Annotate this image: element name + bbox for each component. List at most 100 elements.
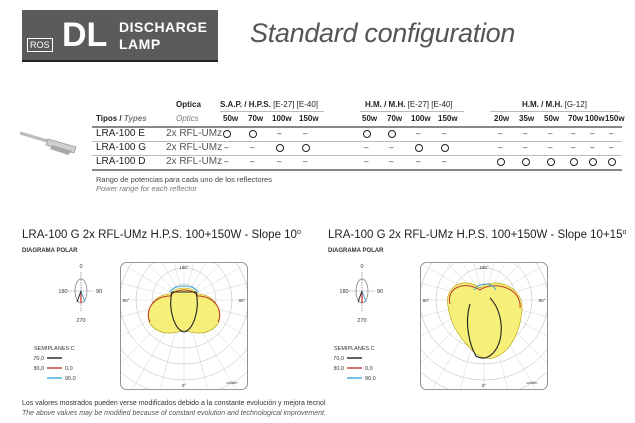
logo-line2: LAMP — [119, 36, 161, 52]
footnote-en: The above values may be modified because… — [22, 410, 326, 417]
row-type: LRA-100 D — [96, 156, 146, 167]
availability-mark: o — [302, 144, 310, 152]
polar-bottom-label: 0° — [482, 383, 487, 388]
polar-left-label: 90° — [423, 298, 430, 303]
group1-rule — [220, 111, 324, 112]
availability-mark: o — [363, 130, 371, 138]
unavailable-dash: – — [389, 143, 394, 152]
group2-rule — [360, 111, 464, 112]
group1-name: S.A.P. / H.P.S. — [220, 100, 271, 109]
row-type: LRA-100 E — [96, 128, 145, 139]
diagram1-title-text: LRA-100 G 2x RFL-UMz H.P.S. 100+150W - S… — [22, 229, 297, 241]
gauge-left-label: 180 — [339, 289, 348, 295]
unavailable-dash: – — [523, 143, 528, 152]
watt-g2-2: 100w — [411, 114, 431, 123]
semiplanes-legend: SEMIPLANES C 270,0 180,0 0,0 90,0 — [334, 346, 376, 382]
brand-logo: ROS DL DISCHARGE LAMP — [22, 10, 218, 60]
watt-g3-1: 35w — [519, 114, 535, 123]
polar-diagram: 180° 90° 90° 0° cd/klm — [120, 262, 248, 390]
legend-angle-b: 0,0 — [65, 366, 73, 372]
curve-c270 — [170, 291, 198, 333]
group1-header: S.A.P. / H.P.S. [E-27] [E-40] — [220, 100, 318, 110]
legend-angle-a: 180,0 — [34, 366, 44, 372]
availability-mark: o — [249, 130, 257, 138]
unavailable-dash: – — [224, 157, 229, 166]
availability-mark: o — [547, 158, 555, 166]
diagram1-title-sup: o — [296, 229, 301, 236]
watt-g3-3: 70w — [568, 114, 584, 123]
group3-note: [G-12] — [564, 100, 587, 109]
unavailable-dash: – — [442, 157, 447, 166]
gauge-bottom-label: 270 — [76, 318, 85, 324]
unavailable-dash: – — [277, 129, 282, 138]
unavailable-dash: – — [571, 143, 576, 152]
unavailable-dash: – — [609, 129, 614, 138]
semiplanes-legend: SEMIPLANES C 270,0 180,0 0,0 90,0 — [34, 346, 76, 382]
polar-top-label: 180° — [479, 265, 489, 270]
group3-rule — [490, 111, 620, 112]
legend-title: SEMIPLANES C — [334, 346, 375, 352]
diagram2-subtitle: DIAGRAMA POLAR — [328, 248, 384, 254]
availability-mark: o — [415, 144, 423, 152]
availability-mark: o — [497, 158, 505, 166]
legend-angle-a: 180,0 — [334, 366, 344, 372]
diagram1-title: LRA-100 G 2x RFL-UMz H.P.S. 100+150W - S… — [22, 229, 301, 241]
unavailable-dash: – — [498, 143, 503, 152]
diagram2-title: LRA-100 G 2x RFL-UMz H.P.S. 100+150W - S… — [328, 229, 626, 241]
table-row-rule-1 — [92, 141, 622, 142]
diagram2-title-sup: o — [622, 229, 627, 236]
gauge-top-label: 0 — [79, 264, 82, 270]
availability-mark: o — [589, 158, 597, 166]
curve-c90 — [169, 285, 199, 293]
row-optic: 2x RFL-UMz — [166, 156, 223, 167]
unavailable-dash: – — [364, 143, 369, 152]
group3-header: H.M. / M.H. [G-12] — [522, 100, 587, 110]
curve-c180 — [448, 285, 521, 309]
unavailable-dash: – — [250, 143, 255, 152]
unavailable-dash: – — [548, 143, 553, 152]
table-note-es: Rango de potencias para cada uno de los … — [96, 175, 272, 184]
unavailable-dash: – — [523, 129, 528, 138]
optica-label: Optica — [176, 100, 201, 109]
availability-mark: o — [441, 144, 449, 152]
tipos-es: Tipos / — [96, 114, 122, 123]
unavailable-dash: – — [224, 143, 229, 152]
group3-name: H.M. / M.H. — [522, 100, 563, 109]
page-title: Standard configuration — [250, 18, 516, 48]
unavailable-dash: – — [303, 157, 308, 166]
unavailable-dash: – — [590, 129, 595, 138]
tipos-en: Types — [123, 114, 147, 123]
unavailable-dash: – — [498, 129, 503, 138]
row-optic: 2x RFL-UMz — [166, 142, 223, 153]
availability-mark: o — [608, 158, 616, 166]
table-row-rule-2 — [92, 155, 622, 156]
legend-angle-a: 270,0 — [34, 356, 44, 362]
optics-label: Optics — [176, 114, 199, 123]
diagram1-subtitle: DIAGRAMA POLAR — [22, 248, 78, 254]
watt-g2-1: 70w — [387, 114, 403, 123]
luminous-intensity-area — [447, 282, 523, 359]
group2-note: [E-27] [E-40] — [407, 100, 453, 109]
unavailable-dash: – — [548, 129, 553, 138]
polar-unit-label: cd/klm — [227, 381, 238, 385]
polar-bottom-label: 0° — [182, 383, 187, 388]
group2-header: H.M. / M.H. [E-27] [E-40] — [365, 100, 453, 110]
row-optic: 2x RFL-UMz — [166, 128, 223, 139]
types-label: Tipos / Types — [96, 114, 147, 124]
gauge-right-label: 90 — [377, 289, 383, 295]
polar-diagram: 180° 90° 90° 0° cd/klm — [420, 262, 548, 390]
logo-line1: DISCHARGE — [119, 19, 208, 35]
watt-g1-2: 100w — [272, 114, 292, 123]
watt-g1-1: 70w — [248, 114, 264, 123]
table-bottom-rule — [92, 169, 622, 171]
logo-dl: DL — [62, 16, 108, 54]
curve-c90 — [473, 283, 497, 291]
unavailable-dash: – — [389, 157, 394, 166]
lamp-product-image — [19, 131, 77, 155]
unavailable-dash: – — [609, 143, 614, 152]
legend-title: SEMIPLANES C — [34, 346, 75, 352]
legend-angle-b: 0,0 — [365, 366, 373, 372]
polar-right-label: 90° — [239, 298, 246, 303]
watt-g3-4: 100w — [585, 114, 605, 123]
polar-unit-label: cd/klm — [527, 381, 538, 385]
